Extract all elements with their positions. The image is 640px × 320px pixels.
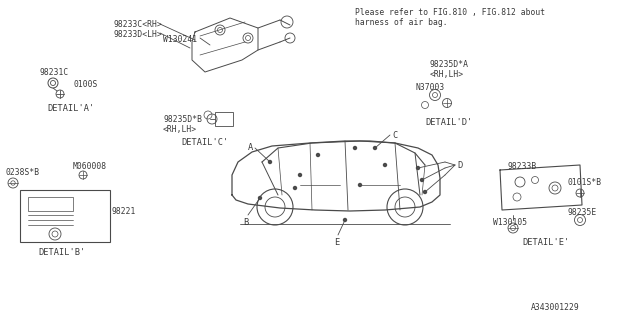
Circle shape (293, 186, 297, 190)
Text: 0101S*B: 0101S*B (568, 178, 602, 187)
Text: DETAIL'D': DETAIL'D' (425, 118, 472, 127)
Text: 0238S*B: 0238S*B (5, 168, 39, 177)
Circle shape (258, 196, 262, 200)
Text: M060008: M060008 (73, 162, 107, 171)
Text: DETAIL'A': DETAIL'A' (47, 104, 94, 113)
Text: 0100S: 0100S (73, 80, 97, 89)
Text: 98233D<LH>: 98233D<LH> (113, 30, 162, 39)
Text: A343001229: A343001229 (531, 303, 580, 312)
Text: 98233C<RH>: 98233C<RH> (113, 20, 162, 29)
Text: 98233B: 98233B (508, 162, 537, 171)
Bar (215, 112, 233, 126)
Text: <RH,LH>: <RH,LH> (163, 125, 197, 134)
Circle shape (383, 163, 387, 167)
Text: 98231C: 98231C (40, 68, 69, 77)
Bar (20, 190, 110, 242)
Circle shape (358, 183, 362, 187)
Circle shape (298, 173, 302, 177)
Text: DETAIL'C': DETAIL'C' (181, 138, 228, 147)
Text: A: A (248, 143, 253, 152)
Text: Please refer to FIG.810 , FIG.812 about: Please refer to FIG.810 , FIG.812 about (355, 8, 545, 17)
Text: 98221: 98221 (112, 207, 136, 216)
Circle shape (353, 146, 357, 150)
Text: E: E (334, 238, 339, 247)
Text: W130241: W130241 (163, 35, 197, 44)
Text: DETAIL'E': DETAIL'E' (522, 238, 569, 247)
Text: N37003: N37003 (415, 83, 444, 92)
Text: D: D (457, 161, 462, 170)
Circle shape (316, 153, 320, 157)
Bar (28, 197, 73, 211)
Text: <RH,LH>: <RH,LH> (430, 70, 464, 79)
Text: harness of air bag.: harness of air bag. (355, 18, 447, 27)
Text: 98235E: 98235E (568, 208, 597, 217)
Circle shape (372, 146, 377, 150)
Circle shape (416, 166, 420, 170)
Text: 98235D*A: 98235D*A (430, 60, 469, 69)
Text: B: B (243, 218, 248, 227)
Text: C: C (392, 131, 397, 140)
Circle shape (420, 178, 424, 182)
Text: W130105: W130105 (493, 218, 527, 227)
Text: DETAIL'B': DETAIL'B' (38, 248, 85, 257)
Text: 98235D*B: 98235D*B (163, 115, 202, 124)
Circle shape (268, 160, 272, 164)
Circle shape (343, 218, 347, 222)
Circle shape (423, 190, 428, 194)
